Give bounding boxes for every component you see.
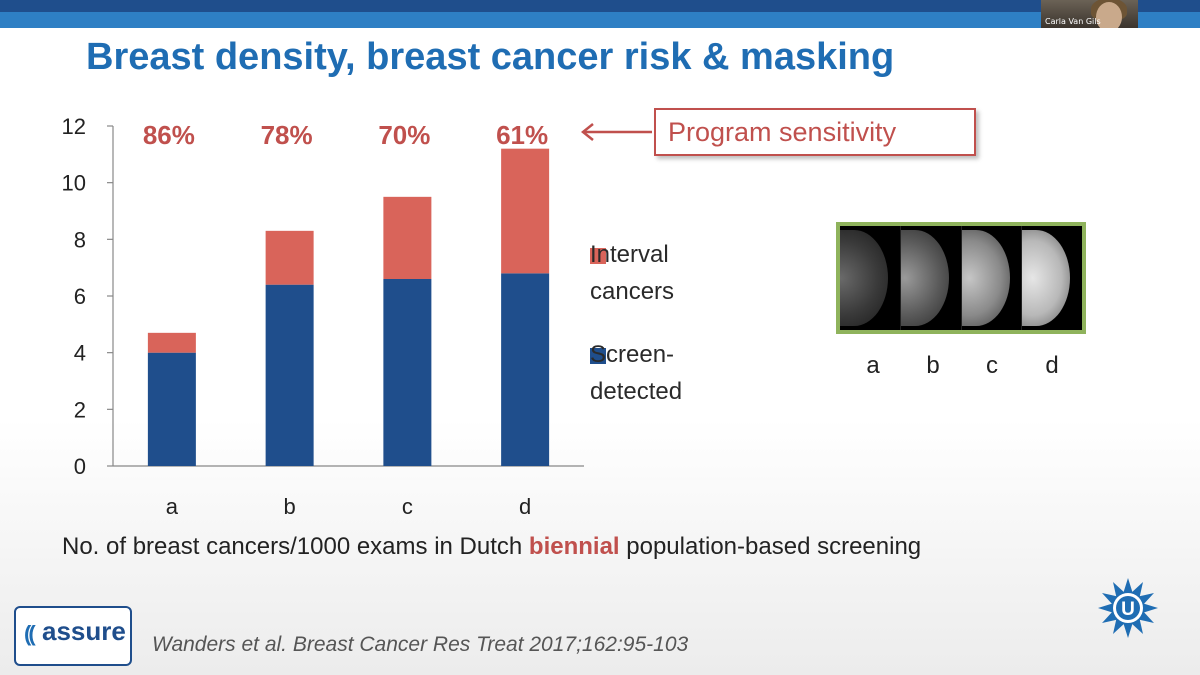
legend-label-interval: Interval cancers	[590, 236, 674, 310]
x-tick-label: a	[166, 494, 179, 519]
y-tick-label: 10	[62, 171, 86, 196]
x-tick-label: c	[402, 494, 413, 519]
y-tick-label: 0	[74, 454, 86, 479]
breast-shape	[1022, 230, 1071, 326]
caption-text: No. of breast cancers/1000 exams in Dutc…	[62, 533, 529, 560]
bar-screen-detected-c	[383, 279, 432, 466]
caption-text-end: population-based screening	[619, 533, 922, 560]
bar-interval-c	[383, 196, 432, 279]
mammogram-label-b: b	[926, 352, 940, 379]
program-sensitivity-callout: Program sensitivity	[654, 108, 976, 156]
legend-swatch-interval	[590, 248, 606, 264]
svg-text:U: U	[1121, 599, 1135, 620]
university-u-logo-icon: U	[1098, 578, 1158, 638]
mammogram-label-d: d	[1045, 352, 1059, 379]
bar-screen-detected-a	[147, 352, 196, 466]
citation: Wanders et al. Breast Cancer Res Treat 2…	[152, 633, 689, 656]
breast-shape	[900, 230, 949, 326]
legend-interval-line1: Interval	[590, 241, 669, 268]
participant-video-thumbnail[interactable]: Carla Van Gils	[1041, 0, 1138, 28]
sensitivity-label: 61%	[496, 120, 548, 150]
mammogram-label-a: a	[866, 352, 880, 379]
legend-screen-line2: detected	[590, 378, 683, 405]
sensitivity-label: 70%	[378, 120, 430, 150]
x-tick-label: b	[284, 494, 296, 519]
y-tick-label: 12	[62, 114, 86, 139]
y-tick-label: 4	[74, 341, 86, 366]
chart-caption: No. of breast cancers/1000 exams in Dutc…	[62, 533, 921, 561]
assure-logo: (( assure	[14, 606, 132, 666]
assure-wordmark: assure	[42, 616, 126, 646]
participant-face	[1096, 2, 1122, 28]
caption-highlight: biennial	[528, 533, 620, 560]
x-tick-label: d	[519, 494, 531, 519]
top-header-band	[0, 12, 1200, 28]
legend-label-screen: Screen- detected	[590, 336, 682, 410]
sensitivity-label: 78%	[261, 120, 313, 150]
mammogram-b	[900, 226, 962, 330]
participant-name: Carla Van Gils	[1045, 17, 1101, 26]
y-tick-label: 8	[74, 227, 86, 252]
bar-interval-b	[265, 230, 314, 285]
bar-interval-d	[501, 148, 550, 274]
slide-title: Breast density, breast cancer risk & mas…	[86, 36, 895, 78]
legend-swatch-screen	[590, 348, 606, 364]
top-accent-bar	[0, 0, 1200, 12]
y-tick-label: 6	[74, 284, 86, 309]
sound-waves-icon: ((	[24, 621, 36, 646]
mammogram-panel	[836, 222, 1086, 334]
mammogram-a	[840, 226, 901, 330]
legend-interval-line2: cancers	[590, 278, 675, 305]
sensitivity-label: 86%	[143, 120, 195, 150]
breast-shape	[961, 230, 1010, 326]
bar-interval-a	[147, 332, 196, 353]
left-arrow-icon	[580, 123, 652, 141]
bar-screen-detected-b	[265, 284, 314, 466]
legend-screen-line1: Screen-	[590, 341, 675, 368]
mammogram-label-c: c	[986, 352, 998, 379]
mammogram-c	[961, 226, 1023, 330]
breast-shape	[840, 230, 888, 326]
y-tick-label: 2	[74, 397, 86, 422]
mammogram-d	[1022, 226, 1082, 330]
bar-screen-detected-d	[501, 273, 550, 466]
